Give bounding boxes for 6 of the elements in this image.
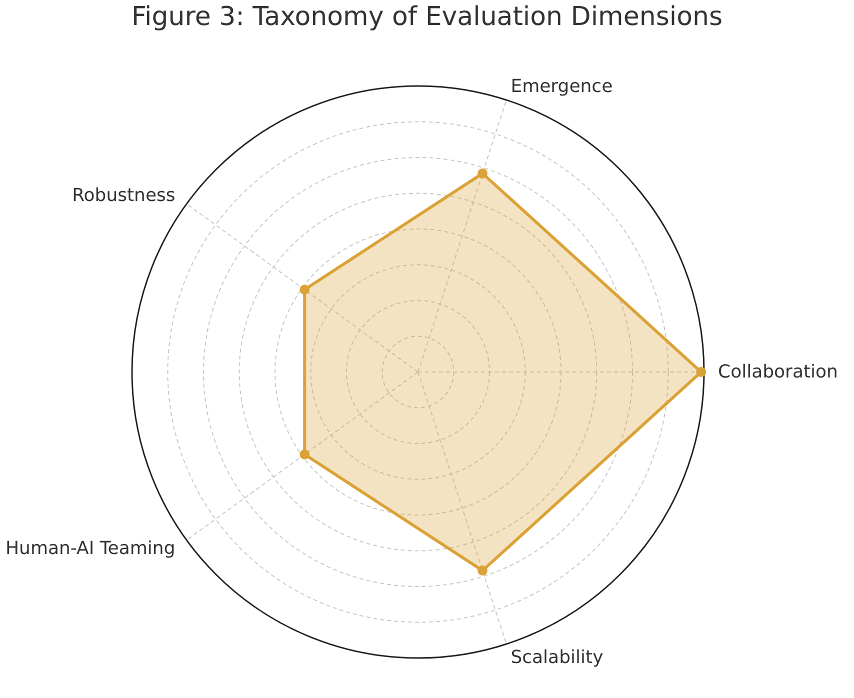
spoke-label: Scalability (510, 646, 604, 668)
spoke-label: Emergence (510, 76, 613, 98)
spoke-label: Robustness (72, 185, 176, 206)
spoke-label: Collaboration (718, 362, 838, 382)
chart-title: Figure 3: Taxonomy of Evaluation Dimensions (130, 2, 724, 32)
spoke-label: Human-AI Teaming (6, 538, 176, 559)
